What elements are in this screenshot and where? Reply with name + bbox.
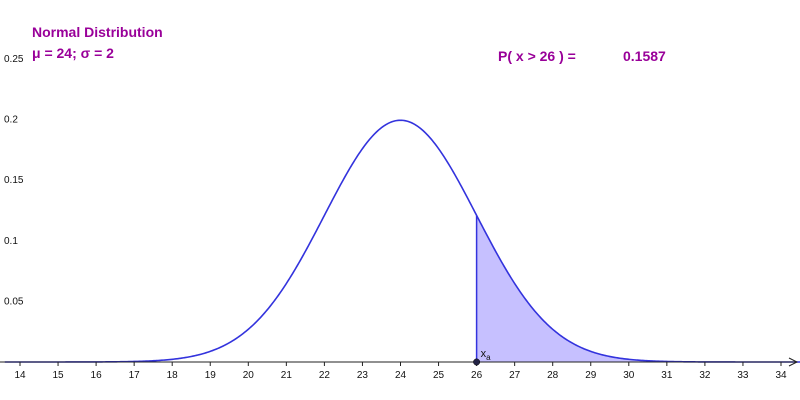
x-tick-label: 25	[433, 370, 445, 381]
y-tick-label: 0.15	[4, 175, 24, 186]
shaded-tail-area	[476, 215, 800, 362]
density-curve	[4, 119, 800, 363]
x-tick-label: 24	[395, 370, 407, 381]
x-tick-label: 30	[623, 370, 635, 381]
y-tick-label: 0.2	[4, 115, 18, 126]
xa-point[interactable]	[473, 358, 481, 366]
x-tick-label: 16	[91, 370, 103, 381]
x-tick-label: 27	[509, 370, 521, 381]
x-tick-label: 20	[243, 370, 255, 381]
y-tick-label: 0.1	[4, 236, 18, 247]
y-tick-label: 0.05	[4, 296, 24, 307]
distribution-params: μ = 24; σ = 2	[32, 45, 114, 61]
probability-label: P( x > 26 ) =	[498, 48, 576, 64]
xa-point-label: xa	[481, 348, 492, 362]
x-tick-label: 18	[167, 370, 179, 381]
x-tick-label: 19	[205, 370, 217, 381]
x-tick-label: 32	[699, 370, 711, 381]
x-tick-label: 29	[585, 370, 597, 381]
x-tick-label: 14	[14, 370, 26, 381]
x-tick-label: 34	[775, 370, 787, 381]
x-tick-label: 23	[357, 370, 369, 381]
x-tick-label: 33	[737, 370, 749, 381]
chart-title: Normal Distribution	[32, 24, 163, 40]
x-tick-label: 21	[281, 370, 293, 381]
x-tick-label: 28	[547, 370, 559, 381]
x-tick-label: 31	[661, 370, 673, 381]
x-tick-label: 26	[471, 370, 483, 381]
x-axis-arrow	[788, 357, 799, 367]
x-tick-label: 22	[319, 370, 331, 381]
probability-value: 0.1587	[623, 48, 666, 64]
x-tick-label: 15	[52, 370, 64, 381]
x-tick-label: 17	[129, 370, 141, 381]
y-tick-label: 0.25	[4, 54, 24, 65]
